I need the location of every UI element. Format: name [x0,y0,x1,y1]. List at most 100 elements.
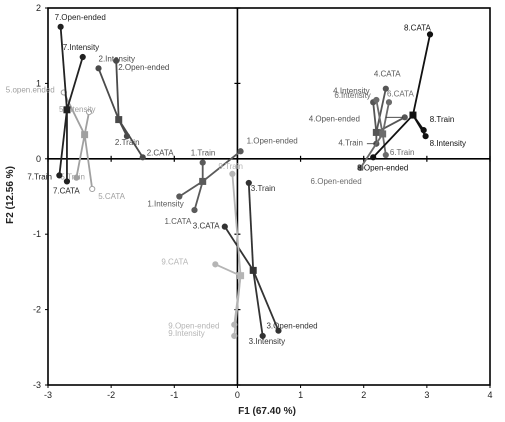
group-3-point [221,223,228,230]
group-7-point [63,178,71,185]
group-9-centroid [237,272,245,280]
point-label: 6.Train [390,148,415,157]
point-label: 9.Open-ended [168,322,219,331]
y-tick-label: -1 [33,229,41,239]
group-3-point [245,179,252,187]
group-5-spoke [83,134,94,190]
group-9-spoke [214,263,241,277]
group-3-point [275,327,282,334]
group-5-spoke [83,111,90,135]
group-3-spoke [252,270,264,337]
group-1-spoke [178,180,204,198]
x-tick-label: -3 [44,390,52,400]
group-2-spoke [97,67,120,120]
group-8-centroid [409,111,417,119]
group-6-spoke [381,102,390,135]
group-6-centroid [379,130,387,138]
group-9-point [231,332,238,340]
y-tick-label: -2 [33,305,41,315]
point-label: 4.Train [338,139,363,148]
group-3-spoke [252,270,280,332]
point-label: 5.Train [60,173,85,182]
group-6-point [357,164,364,171]
point-label: 8.Open-ended [357,163,408,172]
point-label: 1.Open-ended [247,136,298,145]
group-6-point [382,151,389,159]
point-label: 3.Open-ended [266,322,317,331]
point-label: 7.Train [27,172,52,181]
point-label: 1.Train [191,149,216,158]
group-2-spoke [115,60,120,120]
group-5-spoke [62,92,86,136]
point-label: 5.CATA [98,192,125,201]
group-4-spoke [372,102,378,133]
group-2-point [139,154,146,161]
x-tick-label: 1 [298,390,303,400]
group-1-spoke [193,181,204,211]
x-tick-label: -1 [170,390,178,400]
group-8-spoke [412,34,431,116]
group-9-point [229,170,236,177]
group-5-point [73,174,80,181]
group-6-spoke [375,99,384,135]
group-9-point [212,261,219,268]
group-1-centroid [199,177,207,185]
group-3-spoke [247,182,255,271]
group-4-point [382,85,389,92]
point-label: 2.CATA [147,148,174,157]
group-7-point [79,53,86,61]
point-label: 5.Intensity [59,105,95,114]
group-7-spoke [58,109,68,176]
point-label: 5.open.ended [6,85,55,94]
y-tick-label: 0 [36,154,41,164]
point-label: 7.Open-ended [55,13,106,22]
point-label: 4.Open-ended [309,114,360,123]
group-3-point [259,332,266,340]
group-2-point [113,57,120,64]
y-tick-label: 2 [36,3,41,13]
point-label: 9.Train [218,162,243,171]
y-tick-label: 1 [36,78,41,88]
group-8-point [370,154,377,161]
point-label: 4.Intensity [333,86,369,95]
group-6-point [385,99,393,106]
x-tick-label: 2 [361,390,366,400]
group-4-spoke [375,88,387,133]
point-label: 8.CATA [404,23,431,32]
x-tick-label: -2 [107,390,115,400]
group-4-centroid [372,128,380,136]
x-axis-title: F1 (67.40 %) [238,406,296,417]
point-label: 9.Intensity [168,329,204,338]
group-3-centroid [249,266,257,274]
group-7-spoke [59,26,68,110]
group-1-point [199,159,206,166]
group-8-point [426,31,434,38]
group-2-point [123,133,131,140]
group-1-point [191,206,198,214]
y-axis-title: F2 (12.56 %) [5,166,16,224]
group-8-spoke [372,114,414,158]
group-8-point [420,127,427,134]
group-5-point [89,185,96,193]
point-label: 6.Intensity [334,91,370,100]
group-7-centroid [63,106,71,114]
group-6-spoke [359,133,384,169]
group-4-point [401,114,408,121]
group-1-point [237,148,244,155]
point-label: 3.Intensity [249,337,285,346]
group-2-spoke [117,119,144,158]
group-9-spoke [231,173,242,276]
point-label: 3.CATA [193,222,220,231]
group-6-point [373,96,380,104]
y-tick-label: -3 [33,380,41,390]
point-label: 9.CATA [161,257,188,266]
group-7-point [56,172,63,179]
point-label: 7.Intensity [63,43,99,52]
point-label: 2.Train [115,138,140,147]
point-label: 1.CATA [164,217,191,226]
point-label: 1.Intensity [147,200,183,209]
point-label: 8.Train [430,115,455,124]
group-5-spoke [75,134,86,178]
group-1-point [176,193,183,200]
